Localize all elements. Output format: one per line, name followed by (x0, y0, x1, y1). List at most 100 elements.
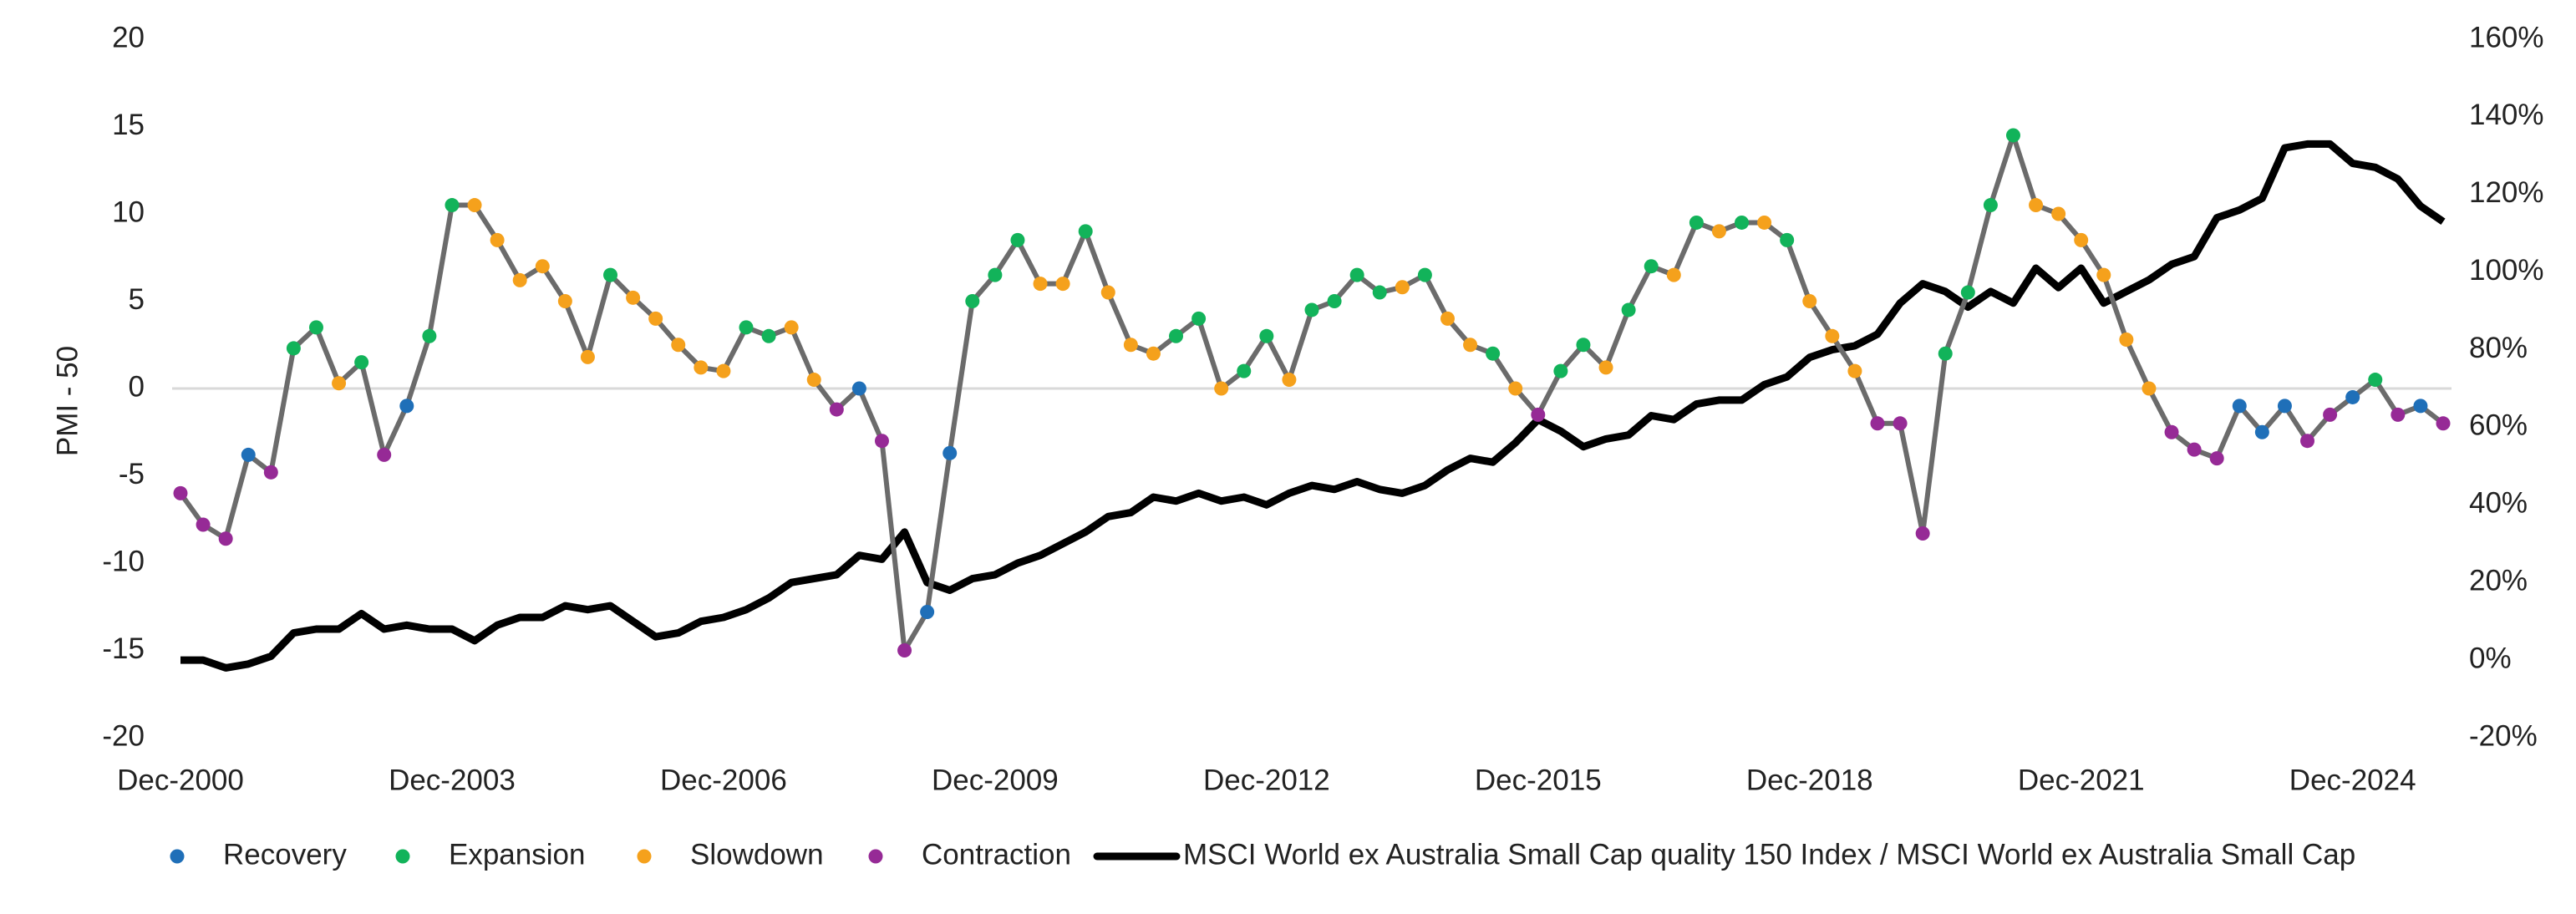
pmi-connector (879, 438, 907, 653)
pmi-point (332, 376, 347, 391)
pmi-connector (1105, 290, 1134, 348)
y2-tick-label: 0% (2469, 642, 2512, 674)
y-tick-label: -10 (102, 545, 145, 577)
pmi-point (1689, 215, 1704, 230)
pmi-point (354, 355, 369, 370)
y2-tick-label: 20% (2469, 564, 2528, 597)
pmi-point (1983, 198, 1998, 213)
pmi-connector (924, 450, 953, 615)
pmi-connector (1286, 307, 1314, 383)
pmi-point (2074, 232, 2089, 247)
y-tick-label: 0 (129, 370, 145, 403)
pmi-connector (2101, 272, 2129, 343)
pmi-point (1938, 346, 1953, 361)
y2-tick-label: 140% (2469, 99, 2544, 131)
y-tick-label: 15 (112, 109, 145, 141)
pmi-point (512, 272, 527, 287)
pmi-connector (1671, 220, 1700, 278)
pmi-point (1169, 328, 1184, 343)
pmi-point (1960, 285, 1975, 300)
pmi-connector (562, 298, 591, 360)
pmi-point (1055, 277, 1070, 292)
pmi-point (1440, 311, 1455, 326)
pmi-point (806, 373, 821, 388)
pmi-connector (268, 345, 297, 475)
pmi-point (1893, 416, 1908, 431)
pmi-point (2413, 399, 2428, 414)
pmi-connector (1422, 272, 1451, 322)
pmi-point (2096, 267, 2111, 282)
pmi-point (851, 381, 866, 396)
pmi-connector (902, 609, 930, 653)
pmi-point (716, 363, 731, 378)
pmi-point (1327, 294, 1342, 308)
pmi-point (943, 445, 958, 460)
pmi-connector (426, 202, 455, 339)
pmi-point (1531, 407, 1546, 422)
legend-swatch (395, 849, 410, 864)
pmi-point (1508, 381, 1523, 396)
pmi-point (1463, 338, 1478, 353)
pmi-point (648, 311, 663, 326)
pmi-point (173, 485, 188, 500)
pmi-connector (2214, 403, 2243, 461)
pmi-point (2323, 407, 2338, 422)
pmi-connector (720, 324, 749, 374)
y2-tick-label: 40% (2469, 487, 2528, 520)
y2-tick-label: 100% (2469, 254, 2544, 287)
pmi-point (196, 517, 211, 532)
pmi-point (2051, 206, 2066, 221)
pmi-point (535, 259, 550, 274)
pmi-point (377, 447, 392, 462)
pmi-point (1214, 381, 1229, 396)
pmi-point (2119, 332, 2134, 347)
x-tick-label: Dec-2024 (2289, 764, 2416, 796)
pmi-point (1078, 224, 1093, 239)
pmi-point (2209, 451, 2224, 466)
pmi-point (1100, 285, 1115, 300)
legend-swatch (637, 849, 652, 864)
pmi-connector (1603, 307, 1632, 370)
pmi-point (2029, 198, 2044, 213)
pmi-connector (404, 333, 432, 409)
pmi-point (557, 294, 572, 308)
y2-tick-label: 120% (2469, 176, 2544, 209)
pmi-point (467, 198, 482, 213)
pmi-point (603, 267, 618, 282)
pmi-point (1033, 277, 1048, 292)
pmi-connector (2010, 132, 2039, 208)
x-tick-label: Dec-2006 (660, 764, 787, 796)
pmi-connector (1196, 316, 1224, 391)
pmi-connector (585, 272, 613, 360)
pmi-connector (1784, 237, 1812, 304)
pmi-point (580, 349, 595, 364)
pmi-connector (1535, 368, 1563, 418)
pmi-point (988, 267, 1003, 282)
pmi-point (1395, 280, 1410, 295)
pmi-point (829, 402, 844, 417)
legend-label: MSCI World ex Australia Small Cap qualit… (1183, 838, 2355, 871)
pmi-connector (495, 237, 523, 283)
pmi-point (1780, 232, 1795, 247)
pmi-point (2345, 389, 2360, 404)
legend-label: Recovery (223, 838, 347, 871)
pmi-point (1757, 215, 1772, 230)
pmi-connector (1626, 263, 1654, 312)
pmi-connector (2123, 337, 2152, 391)
pmi-point (965, 294, 980, 308)
ratio-line (180, 140, 2446, 672)
y2-tick-label: -20% (2469, 719, 2538, 752)
legend-label: Expansion (449, 838, 585, 871)
y-tick-label: -5 (119, 458, 145, 490)
pmi-point (874, 434, 889, 449)
pmi-connector (1988, 132, 2016, 208)
pmi-connector (856, 386, 885, 444)
pmi-connector (223, 452, 252, 541)
pmi-point (2277, 399, 2292, 414)
pmi-connector (1965, 202, 1994, 296)
pmi-point (1304, 302, 1319, 317)
y2-tick-label: 80% (2469, 332, 2528, 364)
pmi-point (445, 198, 460, 213)
